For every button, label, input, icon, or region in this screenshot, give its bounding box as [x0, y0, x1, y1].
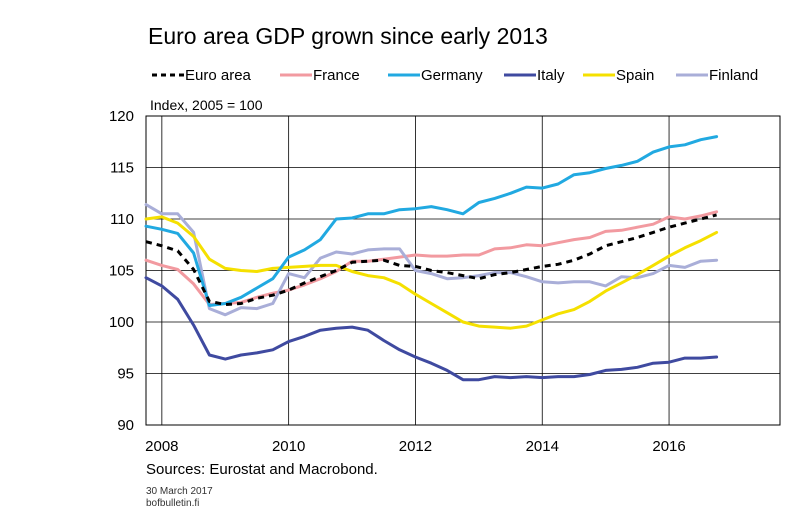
x-tick-2016: 2016 [652, 438, 685, 455]
site-name: bofbulletin.fi [146, 498, 199, 509]
series-line-france [144, 210, 719, 306]
x-tick-2008: 2008 [145, 438, 178, 455]
legend-label-france: France [313, 67, 360, 84]
y-tick-90: 90 [117, 417, 134, 434]
publication-date: 30 March 2017 [146, 486, 213, 497]
series-lines [144, 135, 719, 382]
legend-label-euro-area: Euro area [185, 67, 252, 84]
x-tick-2014: 2014 [526, 438, 559, 455]
y-tick-95: 95 [117, 366, 134, 383]
x-tick-2010: 2010 [272, 438, 305, 455]
y-tick-110: 110 [110, 211, 134, 228]
series-line-euro-area [145, 213, 717, 306]
y-tick-labels: 90 95 100 105 110 115 120 [109, 108, 134, 434]
y-tick-115: 115 [110, 160, 134, 177]
legend-label-germany: Germany [421, 67, 483, 84]
series-line-finland [144, 203, 719, 317]
legend-label-finland: Finland [709, 67, 758, 84]
chart-title: Euro area GDP grown since early 2013 [148, 23, 548, 49]
sources-note: Sources: Eurostat and Macrobond. [146, 461, 378, 478]
y-tick-100: 100 [109, 314, 134, 331]
y-axis-label: Index, 2005 = 100 [150, 97, 263, 113]
y-tick-105: 105 [109, 263, 134, 280]
legend-label-italy: Italy [537, 67, 565, 84]
x-tick-2012: 2012 [399, 438, 432, 455]
legend: Euro area France Germany Italy Spain Finland [152, 67, 758, 84]
y-tick-120: 120 [109, 108, 134, 125]
series-line-germany [144, 135, 719, 307]
legend-label-spain: Spain [616, 67, 654, 84]
x-tick-labels: 2008 2010 2012 2014 2016 [145, 438, 686, 455]
series-line-spain [144, 215, 719, 330]
series-line-italy [144, 276, 719, 382]
